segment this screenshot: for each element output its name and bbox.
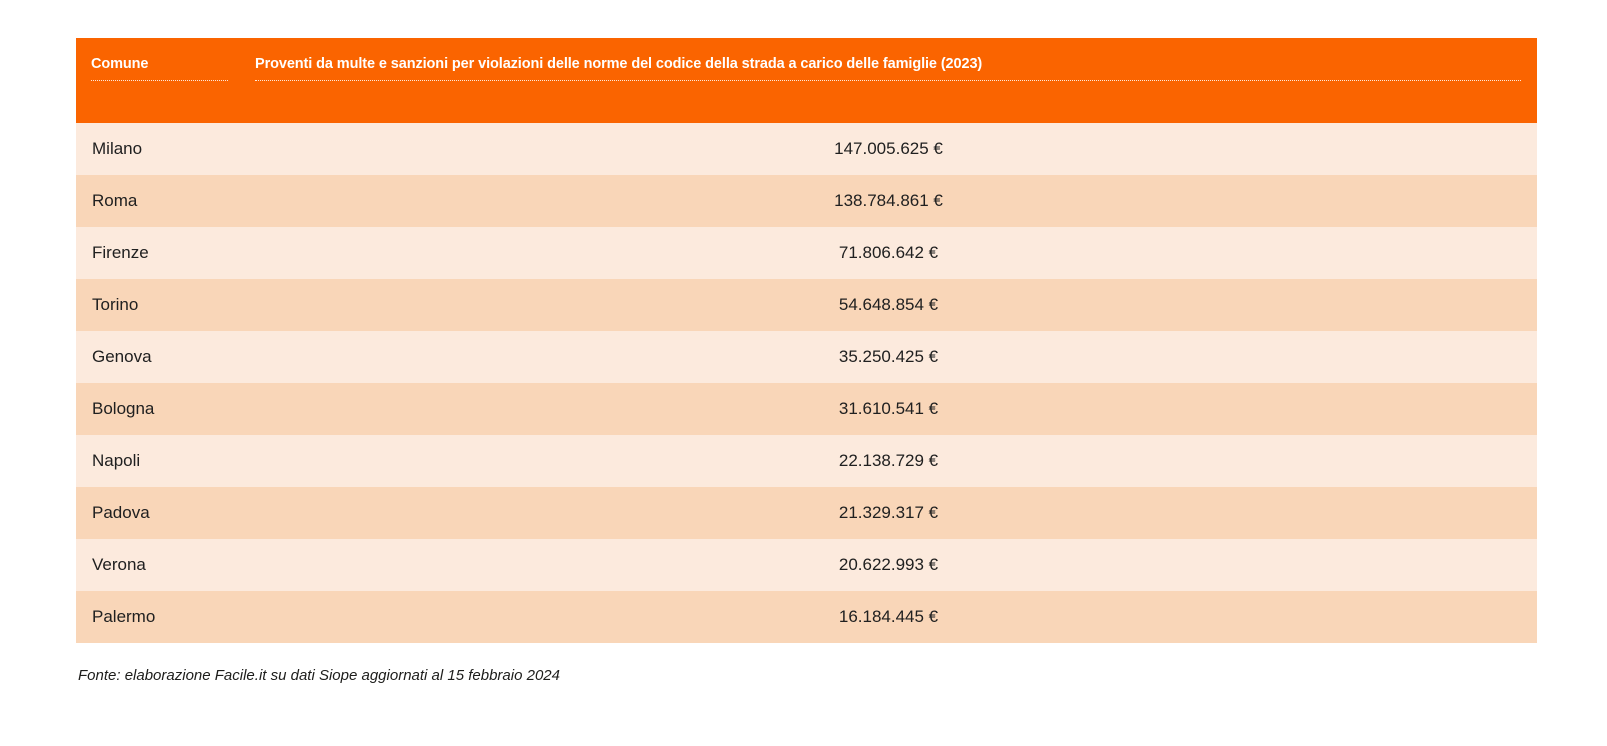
header-dotted-underline: Proventi da multe e sanzioni per violazi… [255, 55, 1521, 81]
comune-cell: Bologna [92, 399, 155, 418]
value-cell: 138.784.861 € [834, 191, 943, 210]
comune-cell: Genova [92, 347, 152, 366]
comune-cell: Palermo [92, 607, 156, 626]
table-row: Padova 21.329.317 € [76, 487, 1537, 539]
value-cell: 21.329.317 € [838, 503, 939, 522]
fines-table: Comune Proventi da multe e sanzioni per … [76, 38, 1537, 643]
table-row: Milano 147.005.625 € [76, 123, 1537, 175]
comune-cell: Roma [92, 191, 138, 210]
table-body: Milano 147.005.625 € Roma 138.784.861 € … [76, 123, 1537, 643]
comune-cell: Napoli [92, 451, 141, 470]
column-header-proventi-label: Proventi da multe e sanzioni per violazi… [255, 56, 983, 72]
table-row: Bologna 31.610.541 € [76, 383, 1537, 435]
header-dotted-underline: Comune [91, 55, 228, 81]
value-cell: 54.648.854 € [838, 295, 939, 314]
table-row: Torino 54.648.854 € [76, 279, 1537, 331]
table-row: Palermo 16.184.445 € [76, 591, 1537, 643]
table-row: Firenze 71.806.642 € [76, 227, 1537, 279]
value-cell: 71.806.642 € [838, 243, 939, 262]
comune-cell: Verona [92, 555, 146, 574]
value-cell: 35.250.425 € [838, 347, 939, 366]
column-header-comune: Comune [76, 55, 240, 81]
table-row: Napoli 22.138.729 € [76, 435, 1537, 487]
table-row: Roma 138.784.861 € [76, 175, 1537, 227]
value-cell: 31.610.541 € [838, 399, 939, 418]
column-header-proventi: Proventi da multe e sanzioni per violazi… [240, 55, 1537, 81]
table-header: Comune Proventi da multe e sanzioni per … [76, 38, 1537, 123]
value-cell: 147.005.625 € [834, 139, 943, 158]
value-cell: 16.184.445 € [838, 607, 939, 626]
comune-cell: Firenze [92, 243, 149, 262]
source-note: Fonte: elaborazione Facile.it su dati Si… [78, 667, 560, 684]
table-row: Genova 35.250.425 € [76, 331, 1537, 383]
comune-cell: Milano [92, 139, 143, 158]
comune-cell: Padova [92, 503, 150, 522]
value-cell: 20.622.993 € [838, 555, 939, 574]
column-header-comune-label: Comune [91, 56, 149, 72]
comune-cell: Torino [92, 295, 139, 314]
value-cell: 22.138.729 € [838, 451, 939, 470]
table-row: Verona 20.622.993 € [76, 539, 1537, 591]
